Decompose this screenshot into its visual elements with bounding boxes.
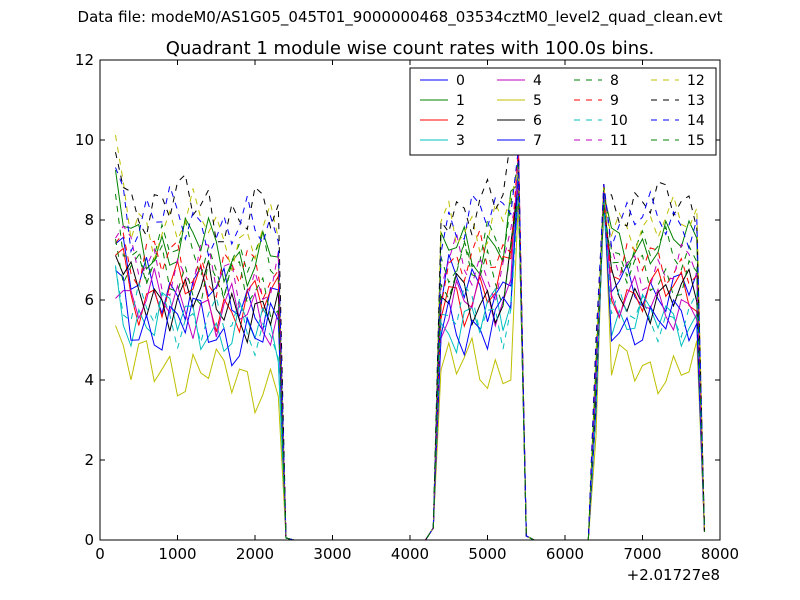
legend-label: 8: [610, 73, 619, 89]
y-tick-label: 10: [75, 131, 94, 149]
series-line-8: [115, 159, 705, 541]
series-line-3: [115, 159, 705, 541]
series-line-15: [115, 195, 705, 541]
chart-title: Quadrant 1 module wise count rates with …: [166, 38, 655, 59]
legend-label: 15: [687, 133, 705, 149]
legend-label: 2: [456, 113, 465, 129]
legend-label: 5: [533, 93, 542, 109]
legend-label: 0: [456, 73, 465, 89]
axis-ticks: 0 1000 2000 3000 4000 5000 6000 7000 80000246810…: [75, 51, 739, 563]
series-line-12: [115, 135, 705, 541]
x-tick-label: 6000: [546, 545, 584, 563]
x-axis-offset-label: +2.01727e8: [627, 566, 720, 584]
y-tick-label: 6: [84, 291, 94, 309]
y-tick-label: 12: [75, 51, 94, 69]
x-tick-label: 8000: [701, 545, 739, 563]
x-tick-label: 7000: [623, 545, 661, 563]
legend-label: 10: [610, 113, 628, 129]
x-tick-label: 2000: [236, 545, 274, 563]
legend-label: 11: [610, 133, 628, 149]
legend-label: 7: [533, 133, 542, 149]
x-tick-label: 1000: [158, 545, 196, 563]
x-tick-label: 5000: [468, 545, 506, 563]
x-tick-label: 4000: [391, 545, 429, 563]
x-tick-label: 0: [95, 545, 105, 563]
series-line-13: [115, 138, 705, 541]
legend-label: 1: [456, 93, 465, 109]
legend-label: 6: [533, 113, 542, 129]
series-line-10: [115, 193, 705, 541]
y-tick-label: 2: [84, 451, 94, 469]
series-line-0: [115, 195, 705, 541]
y-tick-label: 8: [84, 211, 94, 229]
legend-label: 9: [610, 93, 619, 109]
legend-label: 12: [687, 73, 705, 89]
legend-label: 13: [687, 93, 705, 109]
legend-label: 14: [687, 113, 705, 129]
plot-lines: [115, 135, 705, 541]
data-file-label: Data file: modeM0/AS1G05_045T01_90000004…: [77, 8, 723, 26]
legend-label: 4: [533, 73, 542, 89]
legend-label: 3: [456, 133, 465, 149]
y-tick-label: 0: [84, 531, 94, 549]
y-tick-label: 4: [84, 371, 94, 389]
x-tick-label: 3000: [313, 545, 351, 563]
